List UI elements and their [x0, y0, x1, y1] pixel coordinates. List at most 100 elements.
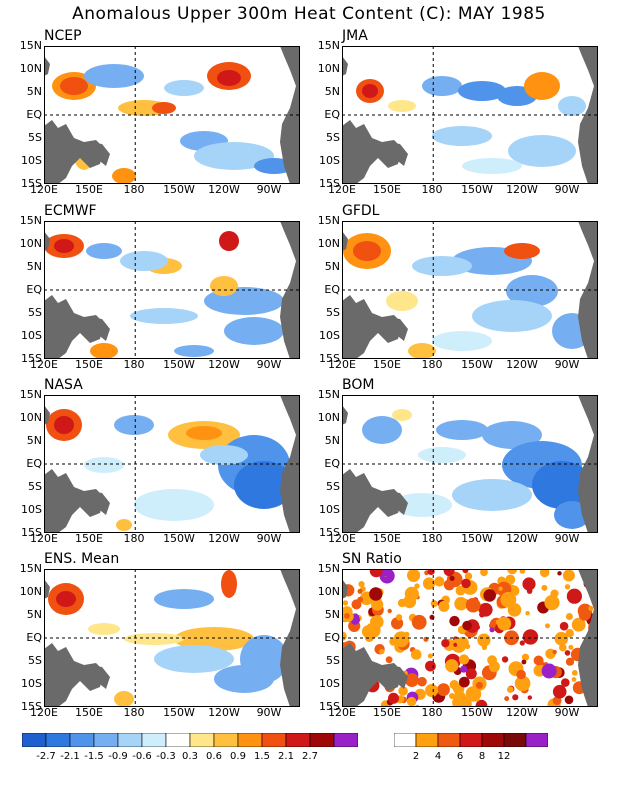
lat-tick-label: 5N — [26, 434, 42, 447]
snr-blob — [522, 577, 536, 591]
snr-blob — [449, 575, 455, 581]
lon-tick-label: 90W — [554, 183, 580, 196]
lon-tick-label: 120W — [506, 358, 538, 371]
colorbar-swatch — [69, 733, 95, 747]
snr-blob — [342, 631, 347, 641]
snr-blob — [462, 620, 472, 631]
lat-tick-label: 5S — [326, 306, 340, 319]
lon-tick-label: 90W — [554, 706, 580, 719]
snr-blob — [430, 600, 438, 608]
lat-tick-label: 15N — [317, 39, 340, 52]
contour-blob — [114, 415, 154, 435]
figure-title: Anomalous Upper 300m Heat Content (C): M… — [72, 4, 546, 24]
lon-tick-label: 180 — [421, 706, 443, 719]
lat-tick-label: 5N — [324, 434, 340, 447]
colorbar-label: 12 — [497, 751, 511, 762]
colorbar-swatch — [261, 733, 287, 747]
snr-blob — [525, 611, 530, 616]
contour-blob — [124, 633, 184, 645]
lon-tick-label: 120E — [328, 358, 356, 371]
snr-blob — [407, 569, 421, 582]
map-frame — [342, 395, 598, 533]
lat-tick-label: EQ — [26, 283, 42, 296]
snr-blob — [404, 586, 419, 601]
snr-blob — [519, 569, 526, 574]
panel-title: ENS. Mean — [44, 551, 120, 567]
snr-blob — [507, 569, 518, 575]
lon-tick-label: 180 — [123, 532, 145, 545]
contour-blob — [436, 420, 488, 440]
lon-tick-label: 180 — [421, 532, 443, 545]
snr-blob — [554, 631, 569, 646]
lon-tick-label: 90W — [256, 183, 282, 196]
lat-tick-label: 15N — [317, 214, 340, 227]
snr-blob — [452, 683, 462, 693]
contour-blob — [482, 421, 542, 449]
snr-blob — [357, 596, 364, 603]
map-plot — [342, 395, 598, 533]
lon-tick-label: 150W — [461, 183, 493, 196]
lon-tick-label: 120E — [328, 532, 356, 545]
colorbar-swatch — [525, 733, 548, 747]
snr-blob — [443, 579, 455, 591]
contour-blob — [112, 168, 136, 184]
snr-blob — [500, 591, 517, 608]
lon-tick-label: 150W — [163, 532, 195, 545]
lon-tick-label: 120E — [328, 183, 356, 196]
lat-tick-label: 5N — [26, 85, 42, 98]
snr-blob — [370, 615, 384, 629]
contour-blob — [164, 80, 204, 96]
lat-tick-label: 15S — [21, 177, 42, 190]
snr-blob — [461, 578, 471, 589]
snr-blob — [505, 574, 516, 585]
map-frame — [342, 46, 598, 184]
snr-blob — [559, 643, 567, 652]
lat-tick-label: 10N — [317, 237, 340, 250]
lon-tick-label: 150E — [75, 532, 103, 545]
contour-blob — [84, 64, 144, 88]
lon-tick-label: 120W — [506, 183, 538, 196]
colorbar-label: 4 — [434, 751, 442, 762]
map-frame — [342, 221, 598, 359]
lat-tick-label: 5N — [26, 608, 42, 621]
snr-blob — [369, 569, 383, 578]
snr-blob — [565, 613, 573, 620]
snr-blob — [566, 588, 582, 604]
lon-tick-label: 150W — [461, 358, 493, 371]
lat-tick-label: 5S — [326, 654, 340, 667]
panel-title: ECMWF — [44, 203, 97, 219]
contour-blob — [54, 239, 74, 253]
snr-blob — [507, 686, 514, 693]
snr-blob — [358, 581, 365, 588]
lat-tick-label: 5S — [326, 131, 340, 144]
snr-blob — [519, 640, 525, 646]
panel-title: GFDL — [342, 203, 380, 219]
snr-blob — [422, 577, 436, 590]
snr-blob — [425, 660, 436, 672]
lat-tick-label: 15N — [19, 388, 42, 401]
anomaly-field — [44, 231, 284, 359]
panel-title: SN Ratio — [342, 551, 402, 567]
contour-blob — [452, 479, 532, 511]
contour-blob — [152, 102, 176, 114]
anomaly-field — [46, 409, 294, 531]
lon-tick-label: 180 — [421, 183, 443, 196]
lon-tick-label: 90W — [256, 358, 282, 371]
snr-blob — [342, 600, 349, 606]
colorbar-swatch — [213, 733, 239, 747]
contour-blob — [56, 591, 76, 607]
colorbar-label: 2 — [412, 751, 420, 762]
anomaly-field — [48, 570, 288, 707]
panel-bom: BOM 15N 10N 5N EQ 5S 10S 15S 120E 150E 180 150W 120… — [298, 377, 598, 554]
snr-blob — [388, 692, 399, 704]
lon-tick-label: 150W — [461, 532, 493, 545]
lat-tick-label: 15N — [317, 562, 340, 575]
lat-tick-label: EQ — [324, 457, 340, 470]
lon-tick-label: 150E — [75, 706, 103, 719]
snr-blob — [441, 639, 450, 648]
contour-blob — [221, 570, 237, 598]
lat-tick-label: 10N — [19, 62, 42, 75]
lat-tick-label: EQ — [324, 108, 340, 121]
lat-tick-label: 5N — [324, 85, 340, 98]
colorbar-label: -2.1 — [60, 751, 80, 762]
